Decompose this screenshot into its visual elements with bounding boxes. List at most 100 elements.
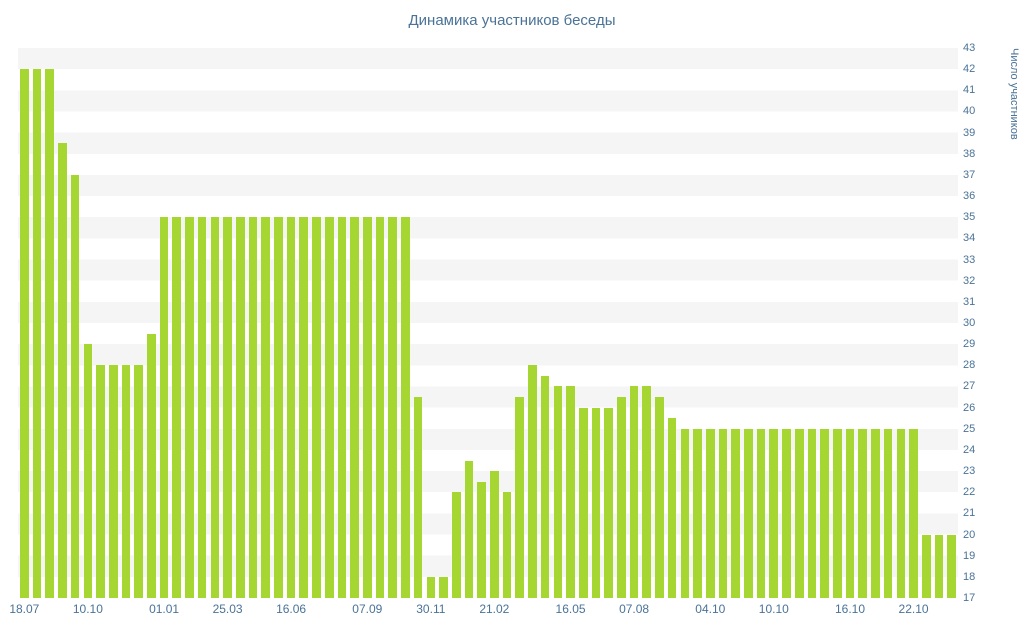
bar: [286, 217, 296, 598]
y-tick-label: 30: [963, 317, 976, 329]
bar: [807, 428, 817, 598]
y-tick-label: 20: [963, 528, 976, 541]
y-tick-label: 26: [963, 401, 976, 414]
y-tick-label: 42: [963, 63, 976, 76]
y-tick-label: 29: [963, 338, 976, 351]
bar: [528, 365, 537, 598]
bar: [617, 397, 626, 598]
bar: [934, 534, 944, 598]
bar: [147, 333, 156, 598]
bar: [566, 386, 575, 598]
bar: [578, 407, 588, 598]
bar: [70, 174, 80, 598]
y-tick-label: 32: [963, 274, 976, 287]
x-tick-label: 16.05: [555, 602, 586, 616]
x-tick-label: 10.10: [72, 602, 103, 616]
x-tick-label: 10.10: [758, 602, 789, 616]
y-tick-label: 40: [963, 105, 976, 118]
bar: [58, 143, 67, 598]
bar: [337, 217, 347, 598]
bar: [312, 217, 321, 598]
y-tick-label: 23: [963, 465, 976, 478]
bar: [540, 375, 550, 598]
bar: [248, 217, 258, 598]
bar: [235, 217, 245, 598]
bar: [629, 386, 639, 598]
bar: [693, 428, 702, 598]
x-tick-label: 16.06: [276, 602, 307, 616]
x-tick-label: 18.07: [9, 602, 40, 616]
bar: [756, 428, 766, 598]
x-tick-label: 21.02: [479, 602, 510, 616]
y-tick-label: 21: [963, 507, 976, 520]
bar: [667, 418, 677, 598]
y-tick-label: 19: [963, 549, 976, 562]
bar: [388, 217, 398, 598]
bar: [363, 217, 372, 598]
bar: [185, 217, 194, 598]
y-tick-label: 17: [963, 592, 976, 604]
bar: [705, 428, 715, 598]
bar: [401, 217, 410, 598]
bar: [744, 428, 753, 598]
bar: [896, 428, 906, 598]
bar: [451, 492, 461, 598]
y-tick-label: 28: [963, 359, 976, 372]
y-tick-label: 31: [963, 295, 976, 308]
bar: [350, 217, 359, 598]
bar: [553, 386, 563, 598]
bar: [324, 217, 334, 598]
bar: [439, 576, 448, 598]
y-tick-label: 24: [963, 443, 976, 456]
bar: [197, 217, 207, 598]
bar: [655, 397, 664, 598]
bar: [871, 428, 880, 598]
bar: [680, 428, 690, 598]
bar: [947, 534, 956, 598]
bar: [820, 428, 829, 598]
plot-area: [18, 48, 958, 598]
bar: [731, 428, 740, 598]
bar: [274, 217, 283, 598]
bar: [477, 481, 486, 598]
y-tick-label: 35: [963, 211, 976, 224]
bar: [299, 217, 309, 598]
x-tick-label: 22.10: [898, 602, 929, 616]
bar: [83, 344, 93, 598]
bar: [172, 217, 182, 598]
bar: [375, 217, 385, 598]
y-tick-label: 27: [963, 380, 976, 393]
y-axis-ticks: 43 42 41 40 39 38 37 36 35 34 33 32 31 30 29 28 27 26 25 24…: [963, 42, 993, 604]
bar: [921, 534, 931, 598]
bar: [45, 69, 55, 598]
y-tick-label: 25: [963, 422, 976, 435]
x-tick-label: 01.01: [149, 602, 180, 616]
bar: [413, 397, 423, 598]
y-axis-title: Число участников: [1008, 48, 1020, 140]
bar: [261, 217, 270, 598]
y-tick-label: 36: [963, 190, 976, 203]
bar: [591, 407, 601, 598]
bar: [108, 365, 118, 598]
bar: [845, 428, 855, 598]
x-tick-label: 30.11: [416, 602, 446, 616]
y-tick-label: 22: [963, 486, 976, 499]
bar: [20, 69, 29, 598]
x-tick-label: 07.09: [352, 602, 383, 616]
bar: [502, 492, 512, 598]
bar: [642, 386, 652, 598]
y-tick-label: 34: [963, 232, 976, 245]
bar: [858, 428, 868, 598]
x-axis-ticks: 18.07 10.10 01.01 25.03 16.06 07.09 30.11 21.02…: [9, 602, 958, 620]
y-tick-label: 41: [963, 84, 976, 97]
bar: [159, 217, 169, 598]
y-tick-label: 18: [963, 570, 976, 583]
bar: [490, 471, 499, 598]
bar: [121, 365, 131, 598]
bar: [464, 460, 474, 598]
y-tick-label: 37: [963, 168, 976, 181]
bar: [782, 428, 791, 598]
y-tick-label: 39: [963, 126, 976, 139]
bar: [833, 428, 842, 598]
